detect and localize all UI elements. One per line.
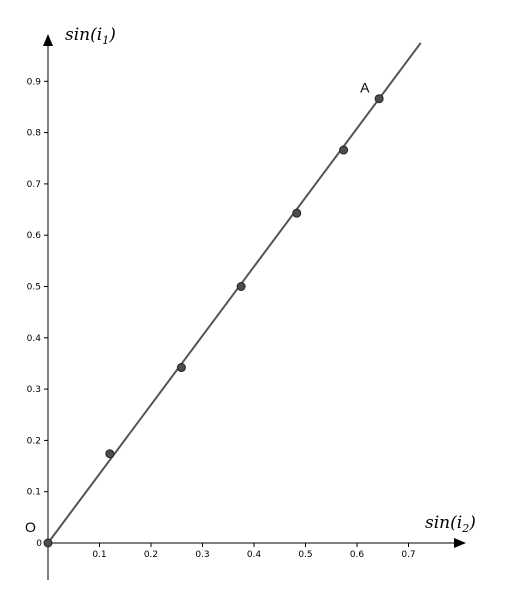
point-a-label: A <box>360 80 370 96</box>
data-point-3 <box>236 282 246 291</box>
x-tick-label: 0.7 <box>401 550 415 560</box>
fit-line <box>47 42 422 544</box>
x-tick-label: 0.4 <box>247 550 262 560</box>
origin-label: O <box>25 519 36 535</box>
y-ticks: 0.1 0.2 0.3 0.4 0.5 0.6 0.7 0.8 0.9 <box>27 77 48 498</box>
y-tick-label: 0.2 <box>27 436 41 446</box>
data-point-1 <box>105 449 115 459</box>
y-tick-label: 0.4 <box>27 334 42 344</box>
x-axis-title: sin(i2) <box>425 513 476 535</box>
data-point-6 <box>374 94 384 104</box>
data-point-0 <box>43 538 53 548</box>
y-tick-label: 0.6 <box>27 231 42 241</box>
y-tick-label: 0.3 <box>27 385 41 395</box>
y-tick-label: 0.1 <box>27 488 41 498</box>
y-axis-arrow <box>43 34 53 46</box>
data-points <box>43 94 384 548</box>
y-tick-label: 0.7 <box>27 180 41 190</box>
x-tick-label: 0.6 <box>350 550 365 560</box>
x-tick-label: 0.5 <box>298 550 312 560</box>
x-axis-arrow <box>454 538 466 548</box>
y-tick-label: 0.5 <box>27 283 41 293</box>
data-point-5 <box>339 145 349 155</box>
axes <box>43 34 466 580</box>
x-tick-label: 0.3 <box>195 550 209 560</box>
x-ticks: 0.1 0.2 0.3 0.4 0.5 0.6 0.7 <box>92 543 416 560</box>
data-point-2 <box>176 363 186 373</box>
x-tick-label: 0.1 <box>92 550 106 560</box>
y-tick-label: 0.9 <box>27 77 42 87</box>
zero-tick-label: 0 <box>36 539 42 549</box>
x-tick-label: 0.2 <box>144 550 158 560</box>
y-tick-label: 0.8 <box>27 129 42 139</box>
y-axis-title: sin(i1) <box>65 25 116 47</box>
data-point-4 <box>292 208 302 218</box>
